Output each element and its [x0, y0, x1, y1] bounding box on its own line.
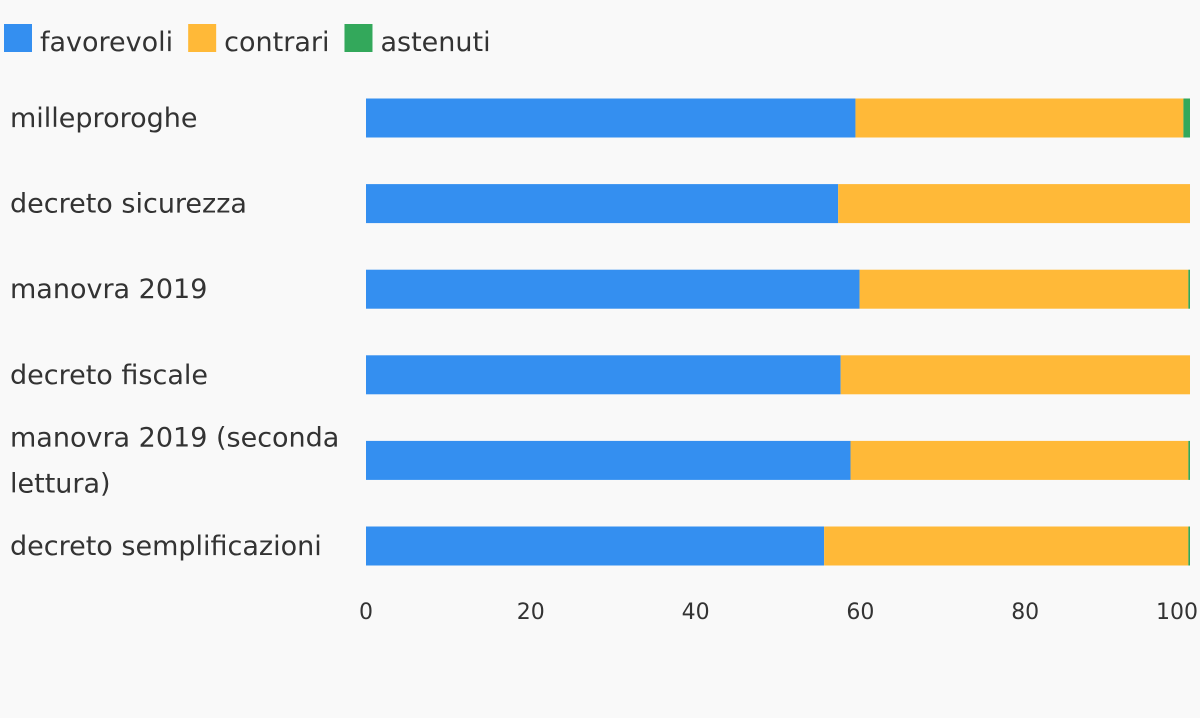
x-tick-label-40: 40 — [682, 600, 710, 625]
x-tick-label-80: 80 — [1011, 600, 1039, 625]
legend-label-astenuti: astenuti — [380, 27, 490, 58]
legend-label-favorevoli: favorevoli — [40, 27, 173, 58]
category-label-decreto-fiscale: decreto fiscale — [10, 360, 208, 391]
legend-swatch-astenuti — [344, 24, 373, 52]
bar-manovra-2019-favorevoli — [366, 269, 860, 309]
category-label-decreto-sicurezza: decreto sicurezza — [10, 189, 247, 220]
bar-manovra-2019-seconda-lettura-contrari — [850, 440, 1189, 480]
bar-milleproroghe-astenuti — [1183, 98, 1190, 138]
x-axis: 0 20 40 60 80 100 — [359, 600, 1198, 625]
chart-legend: favorevoli contrari astenuti — [4, 24, 491, 58]
bar-decreto-semplificazioni-favorevoli — [366, 526, 825, 566]
bar-decreto-semplificazioni-astenuti — [1188, 526, 1190, 566]
bar-decreto-sicurezza-favorevoli — [366, 184, 839, 224]
category-label-decreto-semplificazioni: decreto semplificazioni — [10, 531, 322, 562]
bar-milleproroghe-favorevoli — [366, 98, 856, 138]
bar-decreto-fiscale-favorevoli — [366, 355, 841, 395]
category-label-milleproroghe: milleproroghe — [10, 103, 197, 134]
legend-swatch-favorevoli — [4, 24, 32, 52]
bar-manovra-2019-astenuti — [1188, 269, 1190, 309]
bar-decreto-sicurezza-contrari — [838, 184, 1190, 224]
category-labels: milleproroghe decreto sicurezza manovra 20… — [10, 103, 339, 562]
bars — [366, 98, 1190, 566]
bar-manovra-2019-contrari — [859, 269, 1189, 309]
category-label-manovra-2019-seconda-lettura: manovra 2019 (seconda lettura) — [10, 422, 339, 499]
x-tick-label-0: 0 — [359, 600, 373, 625]
bar-decreto-fiscale-contrari — [840, 355, 1190, 395]
bar-manovra-2019-seconda-lettura-favorevoli — [366, 440, 851, 480]
x-tick-label-100: 100 — [1156, 600, 1198, 625]
category-label-manovra-2019: manovra 2019 — [10, 274, 207, 305]
legend-label-contrari: contrari — [224, 27, 329, 58]
bar-milleproroghe-contrari — [855, 98, 1184, 138]
legend-swatch-contrari — [188, 24, 217, 52]
bar-decreto-semplificazioni-contrari — [824, 526, 1189, 566]
x-tick-label-60: 60 — [846, 600, 874, 625]
bar-manovra-2019-seconda-lettura-astenuti — [1188, 440, 1190, 480]
x-tick-label-20: 20 — [517, 600, 545, 625]
